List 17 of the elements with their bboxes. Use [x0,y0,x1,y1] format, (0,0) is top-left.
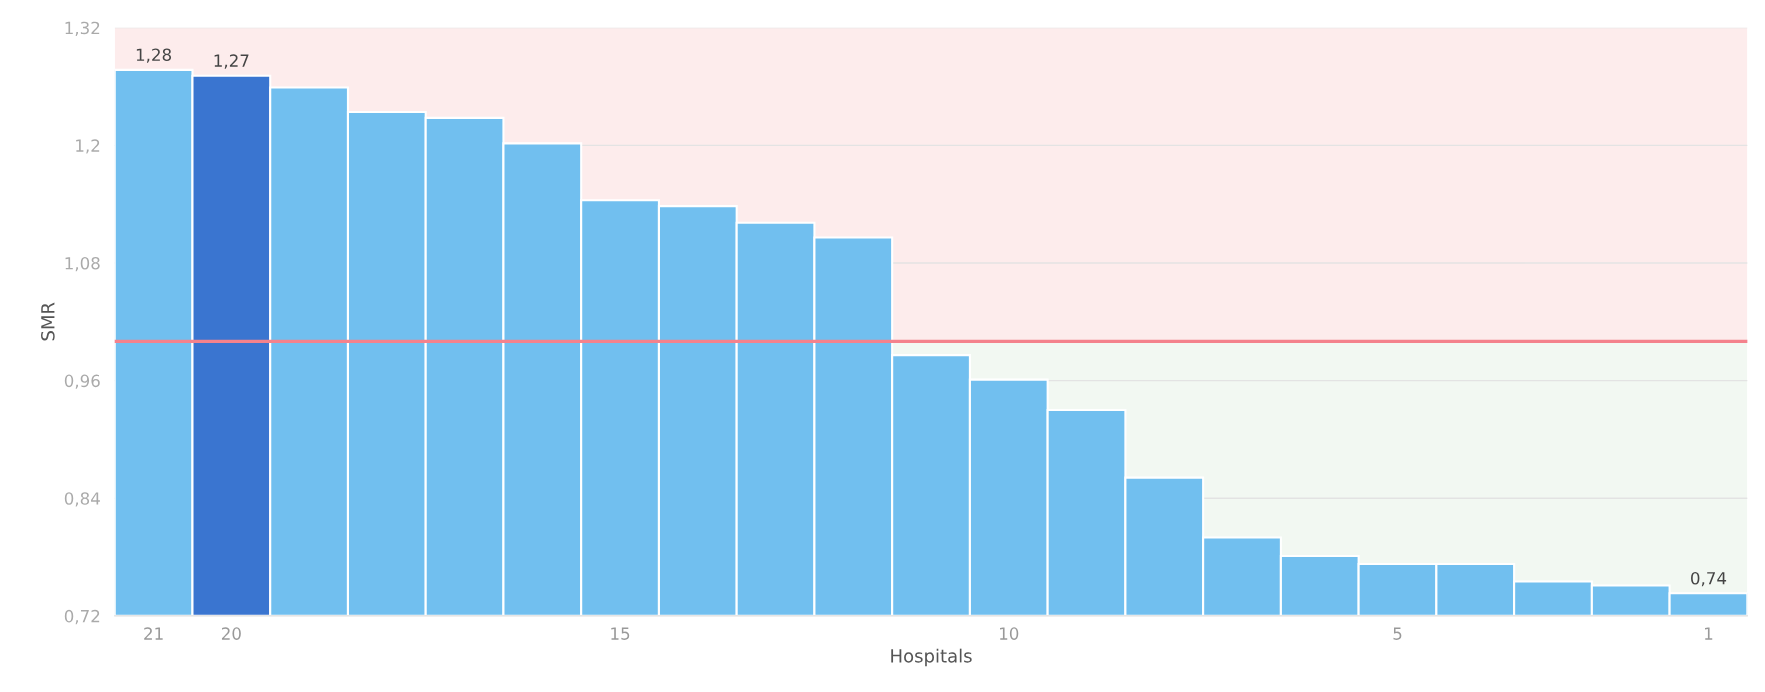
y-tick-label: 1,32 [65,21,100,36]
y-tick-label: 0,84 [64,492,100,507]
x-axis-title: Hospitals [891,648,972,667]
y-tick-label: 1,08 [65,256,100,272]
y-tick-label: 0,96 [64,374,100,389]
data-label: 1,27 [214,54,249,69]
x-tick-label: 1 [1705,627,1713,640]
x-tick-label: 5 [1393,627,1402,640]
x-tick-label: 10 [1000,627,1019,640]
data-label: 1,28 [136,48,172,63]
x-tick-label: 20 [221,627,241,640]
y-axis-title: SMR [41,302,55,341]
x-tick-label: 21 [144,627,163,640]
y-tick-label: 1,2 [76,139,100,154]
x-tick-label: 15 [611,627,630,640]
y-tick-label: 0,72 [64,609,100,625]
data-label: 0,74 [1691,571,1727,587]
